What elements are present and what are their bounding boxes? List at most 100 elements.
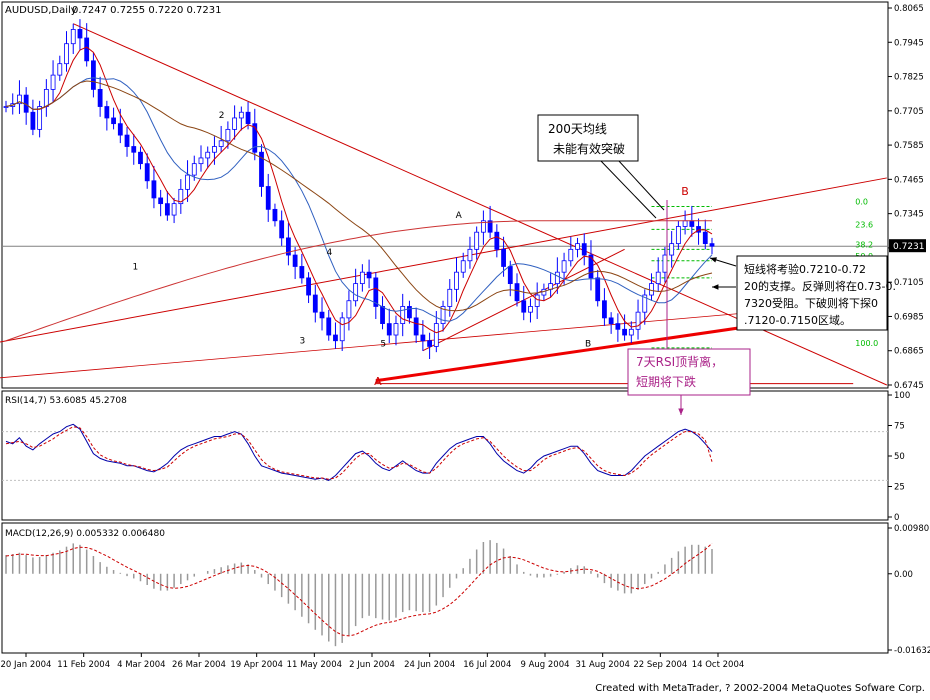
annotation-support-arrow1-head xyxy=(710,257,717,263)
candle-body xyxy=(514,283,520,302)
candle-body xyxy=(702,231,708,245)
annotation-support-line2: 20的支撑。反弹则将在0.73-0. xyxy=(744,279,896,293)
rsi-signal-line xyxy=(5,426,713,480)
price-y-tick-label: 0.8065 xyxy=(894,4,924,14)
candle-body xyxy=(131,146,137,153)
wave-label: B xyxy=(585,339,591,349)
price-y-tick-label: 0.7825 xyxy=(894,73,924,83)
candle-body xyxy=(561,260,567,273)
candle-body xyxy=(474,231,480,250)
candle-body xyxy=(359,271,365,285)
candle-body xyxy=(299,266,305,279)
candle-body xyxy=(3,106,9,108)
candle-body xyxy=(333,334,338,342)
candle-body xyxy=(144,163,150,182)
candle-body xyxy=(642,294,648,313)
ma-200-line xyxy=(5,220,712,342)
chart-ohlc-label: 0.7247 0.7255 0.7220 0.7231 xyxy=(72,5,222,16)
candle-body xyxy=(581,243,587,256)
x-tick-label: 2 Jun 2004 xyxy=(349,660,395,670)
price-y-tick-label: 0.7585 xyxy=(894,141,924,151)
annotation-support-line4: .7120-0.7150区域。 xyxy=(744,314,851,327)
candle-body xyxy=(393,323,399,336)
candle-body xyxy=(615,323,621,330)
candle-body xyxy=(124,134,130,147)
candle-body xyxy=(649,283,654,296)
fib-level-label: 38.2 xyxy=(855,240,873,249)
rsi-line xyxy=(5,423,713,481)
wave-label: 3 xyxy=(300,337,306,347)
macd-title: MACD(12,26,9) 0.005332 0.006480 xyxy=(5,529,165,539)
ma-short-line xyxy=(5,46,713,334)
candle-body xyxy=(575,243,580,250)
candle-body xyxy=(43,88,49,107)
candle-body xyxy=(447,288,453,307)
annotation-200ma-pointer2 xyxy=(617,159,665,211)
annotation-support-line1: 短线将考验0.7210-0.72 xyxy=(744,262,866,276)
x-tick-label: 16 Jul 2004 xyxy=(463,660,511,670)
candle-body xyxy=(111,117,116,125)
x-tick-label: 20 Jan 2004 xyxy=(1,660,52,670)
candle-body xyxy=(218,140,224,147)
current-price-label: 0.7231 xyxy=(893,242,925,252)
wave-label: 5 xyxy=(380,339,386,349)
annotation-rsi-box xyxy=(627,348,751,396)
footer-credit: Created with MetaTrader, ? 2002-2004 Met… xyxy=(595,683,925,694)
candle-body xyxy=(480,220,486,233)
annotation-200ma: 200天均线 未能有效突破 xyxy=(537,114,639,162)
candle-body xyxy=(682,220,688,227)
candle-body xyxy=(212,146,217,153)
candle-body xyxy=(568,248,574,262)
candle-body xyxy=(259,151,264,187)
rsi-title: RSI(14,7) 53.6085 45.2708 xyxy=(5,396,127,406)
candle-body xyxy=(158,197,164,205)
candle-body xyxy=(420,334,426,342)
candle-body xyxy=(386,323,392,336)
candle-body xyxy=(151,180,157,199)
candle-body xyxy=(709,243,715,247)
candle-body xyxy=(37,106,43,130)
wave-label: A xyxy=(456,211,463,221)
candle-body xyxy=(30,111,36,130)
macd-signal-line xyxy=(5,543,713,637)
candle-body xyxy=(191,163,197,176)
candle-body xyxy=(534,294,540,307)
wave-label: 1 xyxy=(132,262,138,272)
chart-symbol-label: AUDUSD,Daily xyxy=(5,5,77,16)
macd-y-tick-label: 0.00 xyxy=(894,570,913,580)
annotation-support: 短线将考验0.7210-0.72 20的支撑。反弹则将在0.73-0. 7320… xyxy=(736,255,896,331)
candle-body xyxy=(460,260,466,273)
candle-body xyxy=(97,88,103,107)
candle-body xyxy=(696,226,701,233)
annotation-support-arrow2-head xyxy=(712,284,719,290)
x-tick-label: 19 Apr 2004 xyxy=(230,660,283,670)
price-y-tick-label: 0.7465 xyxy=(894,175,924,185)
candle-body xyxy=(312,294,318,313)
candle-body xyxy=(91,60,96,90)
candle-body xyxy=(238,111,244,119)
x-tick-label: 11 Feb 2004 xyxy=(57,660,110,670)
price-y-tick-label: 0.7105 xyxy=(894,278,924,288)
candle-body xyxy=(104,106,110,119)
rsi-y-tick-label: 50 xyxy=(894,452,905,462)
price-y-tick-label: 0.7945 xyxy=(894,38,924,48)
x-tick-label: 31 Aug 2004 xyxy=(575,660,629,670)
annotation-200ma-box xyxy=(537,114,639,162)
candle-body xyxy=(185,174,190,190)
candle-body xyxy=(554,271,560,285)
candle-body xyxy=(440,306,446,324)
candle-body xyxy=(84,37,90,62)
macd-layer: MACD(12,26,9) 0.005332 0.006480 xyxy=(5,529,713,647)
uptrend-line-upper xyxy=(0,177,887,343)
candle-body xyxy=(339,317,345,342)
candle-body xyxy=(521,300,527,313)
candle-body xyxy=(427,340,433,347)
candle-body xyxy=(400,306,406,324)
candle-body xyxy=(635,311,641,330)
candle-body xyxy=(407,306,412,319)
x-tick-label: 4 Mar 2004 xyxy=(117,660,165,670)
candle-body xyxy=(528,306,533,313)
ma-long-line xyxy=(5,80,713,312)
